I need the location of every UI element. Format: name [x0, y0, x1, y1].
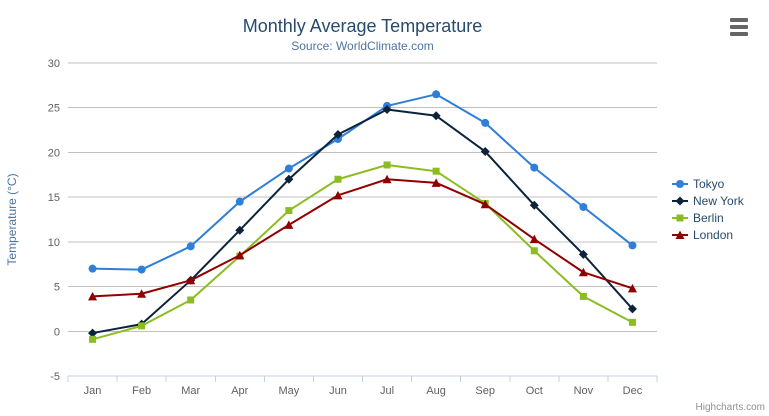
data-point-marker[interactable] — [578, 267, 588, 277]
x-axis-label: Apr — [231, 385, 248, 397]
x-axis-label: Feb — [132, 385, 151, 397]
legend-diamond-marker-icon — [672, 196, 688, 205]
y-axis-label: -5 — [50, 371, 60, 383]
data-point-marker[interactable] — [334, 175, 342, 183]
data-point-marker[interactable] — [284, 220, 294, 229]
series-line — [91, 178, 634, 298]
data-point-marker[interactable] — [88, 328, 98, 338]
legend-circle-marker-icon — [672, 179, 688, 188]
credits-link[interactable]: Highcharts.com — [695, 402, 765, 413]
legend-item-london[interactable]: London — [672, 226, 744, 243]
data-point-marker[interactable] — [137, 289, 147, 298]
x-axis-label: Aug — [426, 385, 446, 397]
data-point-marker[interactable] — [235, 197, 244, 206]
legend-item-new-york[interactable]: New York — [672, 192, 744, 209]
data-point-marker[interactable] — [284, 164, 293, 173]
x-axis-label: Jan — [84, 385, 102, 397]
data-point-marker[interactable] — [530, 247, 538, 255]
series-new-york[interactable] — [88, 105, 637, 338]
series-line — [91, 93, 634, 271]
data-point-marker[interactable] — [383, 161, 391, 169]
y-axis-label: 25 — [48, 103, 60, 115]
y-axis-label: 10 — [48, 237, 60, 249]
data-point-marker[interactable] — [138, 322, 146, 330]
x-axis-label: Nov — [574, 385, 594, 397]
data-point-marker[interactable] — [579, 202, 588, 211]
y-axis-label: 20 — [48, 147, 60, 159]
data-point-marker[interactable] — [235, 250, 245, 260]
data-point-marker[interactable] — [186, 275, 196, 285]
data-point-marker[interactable] — [431, 111, 441, 121]
data-point-marker[interactable] — [88, 264, 97, 273]
data-point-marker[interactable] — [627, 304, 637, 314]
data-point-marker[interactable] — [529, 234, 539, 244]
series-line — [91, 108, 634, 335]
data-point-marker[interactable] — [89, 335, 97, 343]
data-point-marker[interactable] — [284, 174, 294, 184]
x-axis-label: May — [278, 385, 299, 397]
x-axis-label: Jun — [329, 385, 347, 397]
data-point-marker[interactable] — [333, 130, 343, 140]
series-line — [91, 163, 634, 341]
data-point-marker[interactable] — [579, 292, 587, 300]
data-point-marker[interactable] — [480, 147, 490, 157]
y-axis-label: 0 — [54, 326, 60, 338]
data-point-marker[interactable] — [480, 199, 490, 209]
y-axis-label: 5 — [54, 282, 60, 294]
hamburger-icon — [730, 25, 748, 29]
x-axis-label: Oct — [526, 385, 543, 397]
y-axis-label: 30 — [48, 58, 60, 70]
data-point-marker[interactable] — [628, 241, 637, 250]
data-point-marker[interactable] — [235, 225, 245, 235]
data-point-marker[interactable] — [432, 167, 440, 175]
data-point-marker[interactable] — [627, 283, 637, 293]
data-point-marker[interactable] — [382, 174, 392, 184]
data-point-marker[interactable] — [137, 265, 146, 274]
legend-item-label: Tokyo — [693, 176, 725, 191]
context-menu-button[interactable] — [730, 18, 748, 36]
data-point-marker[interactable] — [186, 242, 195, 251]
data-point-marker[interactable] — [285, 207, 293, 215]
data-point-marker[interactable] — [333, 190, 343, 200]
data-point-marker[interactable] — [578, 249, 588, 259]
data-point-marker[interactable] — [382, 105, 392, 115]
legend-item-tokyo[interactable]: Tokyo — [672, 175, 744, 192]
legend-square-marker-icon — [672, 214, 688, 221]
data-point-marker[interactable] — [628, 318, 636, 326]
data-point-marker[interactable] — [529, 200, 539, 210]
series-tokyo[interactable] — [88, 90, 637, 274]
x-axis-label: Mar — [181, 385, 200, 397]
y-axis-label: 15 — [48, 192, 60, 204]
hamburger-icon — [730, 18, 748, 22]
data-point-marker[interactable] — [431, 178, 441, 187]
legend-item-label: London — [693, 227, 734, 242]
x-axis-label: Dec — [623, 385, 643, 397]
x-axis-label: Sep — [475, 385, 495, 397]
x-axis-label: Jul — [380, 385, 394, 397]
legend: Tokyo New York Berlin London — [672, 175, 744, 243]
hamburger-icon — [730, 32, 748, 36]
legend-item-berlin[interactable]: Berlin — [672, 209, 744, 226]
legend-item-label: New York — [693, 193, 744, 208]
y-axis-title: Temperature (°C) — [5, 173, 19, 265]
data-point-marker[interactable] — [432, 90, 441, 99]
legend-item-label: Berlin — [693, 210, 724, 225]
legend-triangle-marker-icon — [672, 230, 688, 239]
data-point-marker[interactable] — [187, 296, 195, 304]
series-london[interactable] — [88, 174, 637, 301]
data-point-marker[interactable] — [481, 118, 490, 127]
data-point-marker[interactable] — [88, 291, 98, 301]
data-point-marker[interactable] — [530, 163, 539, 172]
